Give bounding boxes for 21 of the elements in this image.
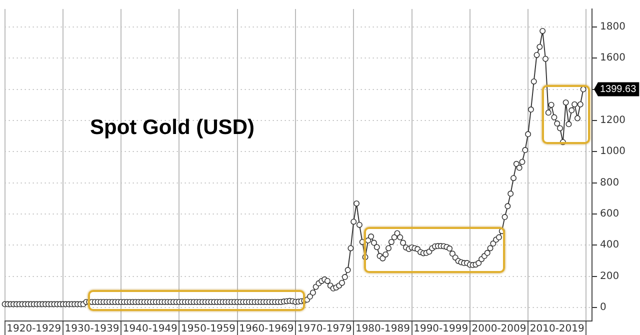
x-tick-label: 1940-1949 — [122, 324, 178, 335]
y-tick-label: 1200 — [600, 115, 626, 126]
y-tick-label: 800 — [600, 177, 620, 188]
y-tick-label: 1800 — [600, 22, 626, 33]
y-tick-label: 600 — [600, 208, 620, 220]
x-tick-label: 1980-1989 — [355, 324, 410, 335]
text: Spot Gold (USD) — [90, 116, 254, 140]
y-tick-label: 200 — [600, 270, 620, 282]
x-tick-label: 1970-1979 — [297, 324, 352, 335]
y-tick-label: 1600 — [600, 52, 626, 64]
text: 1399.63 — [600, 84, 637, 96]
y-tick-label: 1000 — [600, 146, 626, 158]
x-tick-label: 1960-1969 — [239, 324, 294, 335]
x-tick-label: 2000-2009 — [472, 324, 526, 335]
y-tick-label: 0 — [600, 302, 606, 314]
x-tick-label: 1950-1959 — [181, 324, 236, 335]
x-tick-label: 2010-2019 — [530, 324, 584, 335]
x-tick-label: 1990-1999 — [414, 324, 468, 335]
x-tick-label: 1920-1929 — [6, 324, 62, 335]
y-tick-label: 400 — [600, 240, 620, 251]
x-tick-label: 1930-1939 — [64, 324, 120, 335]
